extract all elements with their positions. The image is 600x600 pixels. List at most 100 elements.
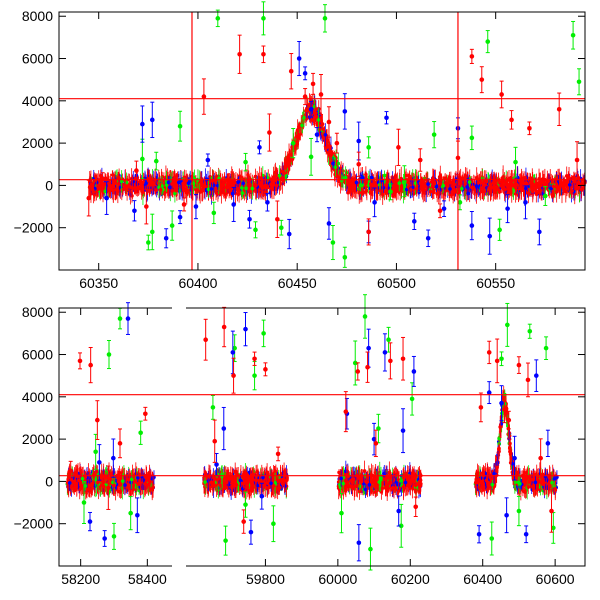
data-point-red: [509, 110, 514, 130]
data-point-blue: [140, 105, 145, 143]
noise-point: [513, 184, 518, 189]
noise-point: [254, 183, 258, 188]
top-panel-data-marks: [86, 1, 582, 268]
noise-point: [158, 187, 163, 192]
noise-point: [381, 185, 386, 190]
noise-point: [123, 184, 128, 188]
data-point-blue: [149, 101, 155, 139]
noise-point: [244, 186, 248, 191]
data-point-green: [169, 210, 175, 241]
data-point-red: [288, 53, 294, 90]
noise-point: [480, 186, 485, 191]
noise-point: [286, 161, 291, 165]
noise-point: [156, 181, 160, 185]
noise-point: [448, 187, 452, 191]
data-point-red: [479, 66, 485, 94]
noise-point: [562, 187, 566, 192]
data-point-blue: [296, 40, 302, 77]
data-point-green: [485, 30, 491, 54]
noise-point: [391, 183, 396, 188]
data-point-red: [469, 48, 475, 64]
x-tick-label: 60400: [178, 275, 217, 291]
noise-point: [432, 190, 436, 195]
noise-point: [426, 182, 430, 186]
data-point-red: [201, 78, 207, 115]
data-point-blue: [302, 66, 308, 81]
data-point-green: [469, 125, 475, 151]
noise-point: [437, 181, 442, 186]
noise-point: [170, 182, 174, 186]
noise-point: [333, 165, 338, 169]
noise-point: [96, 183, 101, 188]
noise-point: [370, 183, 375, 188]
data-point-blue: [411, 212, 417, 231]
noise-point: [491, 181, 496, 185]
noise-point: [452, 190, 457, 194]
data-point-red: [267, 113, 272, 152]
noise-point: [115, 188, 120, 193]
noise-point: [225, 185, 229, 190]
data-point-red: [556, 92, 562, 127]
noise-point: [382, 173, 387, 178]
y-tick-label: −2000: [14, 220, 54, 236]
noise-point: [487, 187, 492, 192]
data-point-blue: [537, 218, 542, 246]
noise-point: [260, 183, 264, 188]
noise-point: [277, 173, 282, 178]
noise-point: [246, 173, 250, 177]
noise-point: [363, 180, 368, 184]
data-point-green: [570, 20, 576, 50]
noise-point: [478, 180, 483, 185]
noise-point: [216, 191, 220, 196]
noise-point: [309, 118, 314, 122]
noise-point: [467, 180, 472, 184]
noise-point: [151, 180, 156, 185]
noise-point: [346, 190, 350, 195]
data-point-green: [211, 201, 217, 225]
noise-point: [419, 182, 423, 186]
noise-point: [144, 181, 148, 186]
noise-point: [515, 175, 520, 180]
noise-point: [554, 190, 559, 194]
noise-point: [409, 188, 413, 192]
noise-point: [300, 123, 304, 128]
noise-point: [331, 156, 336, 160]
noise-point: [434, 184, 439, 189]
noise-point: [154, 188, 158, 192]
noise-point: [576, 186, 580, 191]
data-point-red: [527, 121, 532, 136]
data-point-blue: [469, 210, 475, 241]
noise-point: [181, 187, 186, 191]
data-point-blue: [425, 229, 431, 248]
noise-point: [534, 182, 539, 186]
top-panel-noise-band: [87, 93, 587, 206]
data-point-blue: [205, 153, 211, 167]
noise-point: [240, 191, 245, 196]
noise-point: [463, 174, 468, 178]
noise-point: [168, 185, 172, 189]
data-point-blue: [163, 228, 169, 249]
data-point-green: [149, 213, 155, 251]
noise-point: [538, 180, 542, 185]
noise-point: [526, 191, 531, 195]
data-point-blue: [257, 140, 262, 155]
data-point-blue: [247, 209, 252, 229]
data-point-green: [322, 4, 328, 33]
noise-point: [349, 182, 353, 187]
noise-point: [241, 181, 245, 186]
x-tick-label: 60550: [476, 275, 515, 291]
noise-point: [313, 110, 318, 115]
y-tick-label: 8000: [22, 8, 53, 24]
data-point-green: [140, 138, 145, 180]
noise-point: [551, 184, 556, 189]
noise-point: [139, 184, 144, 189]
data-point-green: [243, 152, 248, 172]
noise-point: [368, 190, 373, 195]
data-point-green: [261, 1, 266, 36]
y-tick-label: 0: [45, 177, 53, 193]
noise-point: [572, 179, 577, 184]
data-point-green: [253, 221, 258, 239]
noise-point: [282, 171, 287, 175]
data-point-green: [215, 9, 221, 28]
